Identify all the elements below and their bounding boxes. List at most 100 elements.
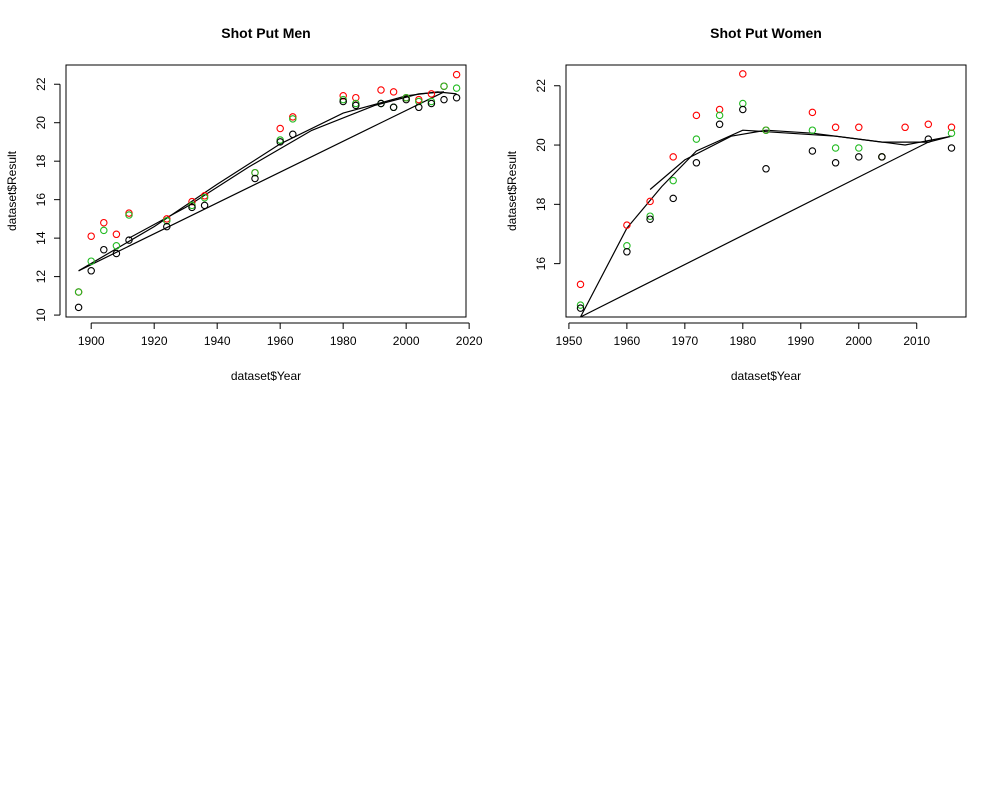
x-tick-label: 1960 <box>614 334 641 348</box>
x-axis-label: dataset$Year <box>731 369 801 383</box>
data-point <box>125 236 133 244</box>
data-point <box>762 165 770 173</box>
x-tick-label: 1980 <box>330 334 357 348</box>
fit-line <box>78 91 457 272</box>
data-point <box>100 245 108 254</box>
axis-ticks: 1950 1960 1970 1980 1990 2000 2010 16 18 20 22 <box>534 79 930 348</box>
data-point <box>924 120 933 129</box>
data-point <box>692 111 701 120</box>
data-point <box>377 86 385 94</box>
y-tick-label: 22 <box>34 77 48 91</box>
data-point <box>427 97 436 106</box>
fit-line <box>128 91 445 239</box>
data-point <box>831 123 840 132</box>
data-point <box>452 84 461 92</box>
data-point <box>669 194 677 203</box>
data-point <box>623 248 631 256</box>
data-point <box>276 138 284 146</box>
x-tick-label: 1960 <box>267 334 294 348</box>
data-point <box>188 197 196 206</box>
data-point <box>389 88 398 96</box>
data-point <box>339 97 347 106</box>
data-point <box>924 135 933 143</box>
data-point <box>289 130 297 139</box>
data-point <box>440 82 448 90</box>
data-point <box>452 93 461 102</box>
x-tick-label: 2000 <box>845 334 872 348</box>
fit-lines <box>579 129 952 318</box>
fit-line <box>78 91 445 272</box>
y-tick-label: 22 <box>534 79 548 93</box>
data-point <box>402 95 410 104</box>
y-tick-label: 18 <box>34 154 48 168</box>
data-point <box>112 242 121 250</box>
data-point <box>87 267 95 275</box>
plot-frame <box>565 64 967 318</box>
data-point <box>200 201 209 210</box>
data-point <box>692 159 701 167</box>
data-point <box>831 159 840 167</box>
x-tick-label: 2000 <box>393 334 420 348</box>
chart-title: Shot Put Women <box>710 25 822 41</box>
data-point <box>276 124 284 133</box>
data-point <box>87 232 95 240</box>
x-tick-label: 1950 <box>556 334 583 348</box>
y-tick-label: 20 <box>34 116 48 130</box>
data-point <box>808 147 817 155</box>
data-point <box>415 97 423 106</box>
data-point <box>692 135 701 143</box>
data-point <box>715 111 724 120</box>
data-point <box>352 101 360 110</box>
x-tick-label: 1920 <box>141 334 168 348</box>
x-axis-label: dataset$Year <box>231 369 301 383</box>
data-point <box>188 203 196 212</box>
y-tick-label: 20 <box>534 138 548 152</box>
data-point <box>87 257 95 265</box>
y-axis-label: dataset$Result <box>5 150 19 231</box>
data-point <box>289 115 297 123</box>
data-point <box>427 99 436 108</box>
y-tick-label: 14 <box>34 231 48 245</box>
data-point <box>74 288 83 296</box>
data-point <box>878 153 886 161</box>
data-point <box>200 193 209 202</box>
data-point <box>646 212 654 220</box>
data-point <box>576 280 585 289</box>
axis-ticks: 1900 1920 1940 1960 1980 2000 2020 10 12 14 16 18 20… <box>34 77 483 348</box>
data-point <box>623 242 631 250</box>
fit-line <box>579 129 952 318</box>
data-point <box>855 123 863 132</box>
chart-panel-men: Shot Put Men dataset$Year dataset$Result… <box>5 25 483 383</box>
data-point <box>831 144 840 152</box>
data-point <box>163 222 171 231</box>
data-point <box>739 99 747 108</box>
data-point <box>855 144 863 152</box>
fit-line <box>580 141 929 318</box>
x-tick-label: 1900 <box>78 334 105 348</box>
y-axis-label: dataset$Result <box>505 150 519 231</box>
fit-lines <box>78 91 457 272</box>
data-point <box>669 153 677 161</box>
data-point <box>762 126 770 134</box>
y-tick-label: 16 <box>34 193 48 207</box>
y-tick-label: 16 <box>534 257 548 271</box>
x-tick-label: 1990 <box>787 334 814 348</box>
data-point <box>855 153 863 161</box>
data-point <box>901 123 909 132</box>
data-point <box>669 176 677 185</box>
data-point <box>623 221 631 229</box>
data-point <box>289 113 297 121</box>
chart-title: Shot Put Men <box>221 25 310 41</box>
data-point <box>947 129 956 137</box>
fit-line <box>649 129 952 190</box>
data-point <box>427 90 436 98</box>
data-point <box>352 93 360 102</box>
x-tick-label: 1970 <box>671 334 698 348</box>
data-points <box>576 70 956 312</box>
y-tick-label: 10 <box>34 308 48 322</box>
data-point <box>112 249 121 258</box>
data-point <box>576 301 585 309</box>
data-points <box>74 70 461 312</box>
y-tick-label: 12 <box>34 270 48 284</box>
y-tick-label: 18 <box>534 197 548 211</box>
